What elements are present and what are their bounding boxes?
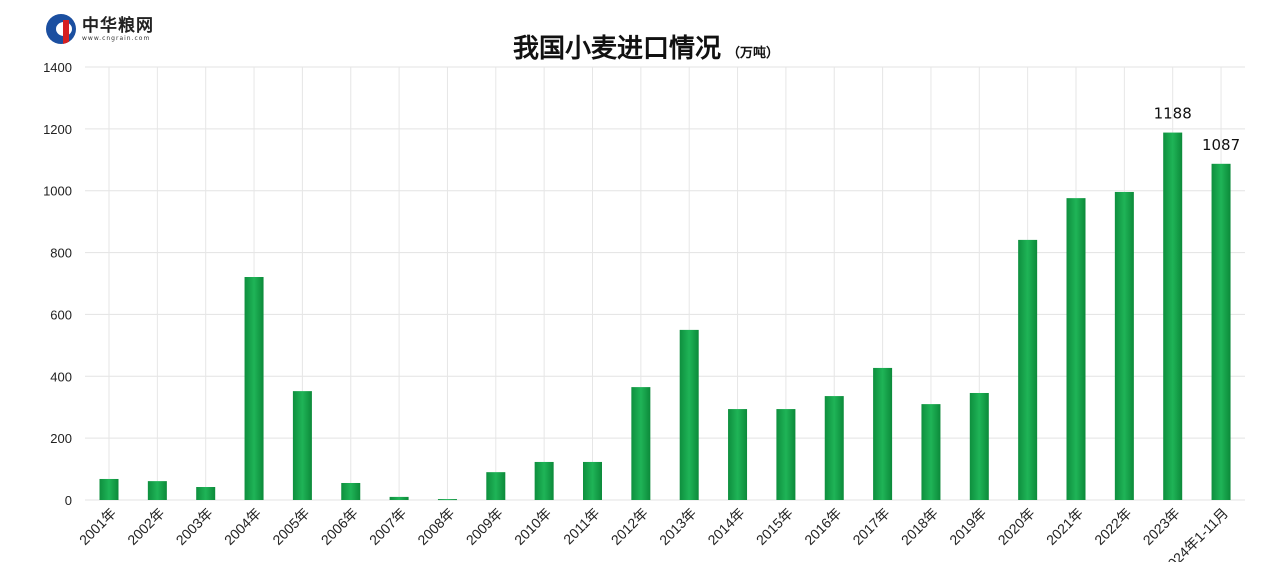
x-tick-label: 2001年 [76,505,119,548]
x-tick-label: 2016年 [801,505,844,548]
x-tick-label: 2014年 [704,505,747,548]
x-tick-label: 2009年 [463,505,506,548]
bar [244,277,264,500]
y-tick-label: 600 [50,307,72,322]
x-tick-label: 2018年 [898,505,941,548]
bar [534,461,554,500]
x-tick-label: 2023年 [1140,505,1183,548]
x-tick-label: 2019年 [946,505,989,548]
x-tick-label: 2012年 [608,505,651,548]
x-tick-label: 2021年 [1043,505,1086,548]
bar [776,409,796,500]
logo-icon [46,14,76,44]
bar [873,367,893,500]
x-tick-label: 2002年 [124,505,167,548]
x-tick-label: 2020年 [995,505,1038,548]
bar [679,329,699,500]
bar [1018,239,1038,500]
bar [486,472,506,500]
bar [969,392,989,500]
x-tick-label: 2006年 [318,505,361,548]
bar [728,409,748,500]
bar [824,396,844,500]
chart-title: 我国小麦进口情况 （万吨） [513,28,779,65]
bar [631,387,651,500]
y-tick-label: 200 [50,431,72,446]
bar [1211,163,1231,500]
bar [341,482,361,500]
bar [99,478,119,500]
data-label: 1188 [1154,105,1192,123]
y-tick-label: 1200 [43,122,72,137]
bar [583,461,602,500]
chart-title-text: 我国小麦进口情况 [513,34,722,64]
bar [147,481,167,500]
x-tick-label: 2007年 [366,505,409,548]
x-tick-label: 2008年 [414,505,457,548]
bar [1163,132,1183,500]
bar [196,487,216,500]
x-tick-label: 2017年 [849,505,892,548]
bar [292,391,312,500]
x-tick-label: 2015年 [753,505,796,548]
chart-unit: （万吨） [727,46,780,61]
x-tick-label: 2022年 [1091,505,1134,548]
bar [921,404,941,500]
y-tick-label: 1400 [43,60,72,75]
bar [1066,198,1086,500]
data-label: 1087 [1202,136,1240,154]
y-tick-label: 800 [50,246,72,261]
x-tick-label: 2013年 [656,505,699,548]
x-tick-label: 2011年 [560,505,603,548]
x-tick-label: 2004年 [221,505,264,548]
logo: 中华粮网 www.cngrain.com [46,14,154,44]
x-tick-label: 2010年 [511,505,554,548]
x-tick-label: 2003年 [173,505,216,548]
bar [437,499,457,501]
x-tick-label: 2005年 [269,505,312,548]
logo-name: 中华粮网 [82,15,154,36]
y-tick-label: 400 [50,369,72,384]
bar [1114,191,1134,501]
y-tick-label: 0 [65,493,72,508]
bar [389,496,409,500]
y-tick-label: 1000 [43,184,72,199]
logo-url: www.cngrain.com [82,34,151,42]
